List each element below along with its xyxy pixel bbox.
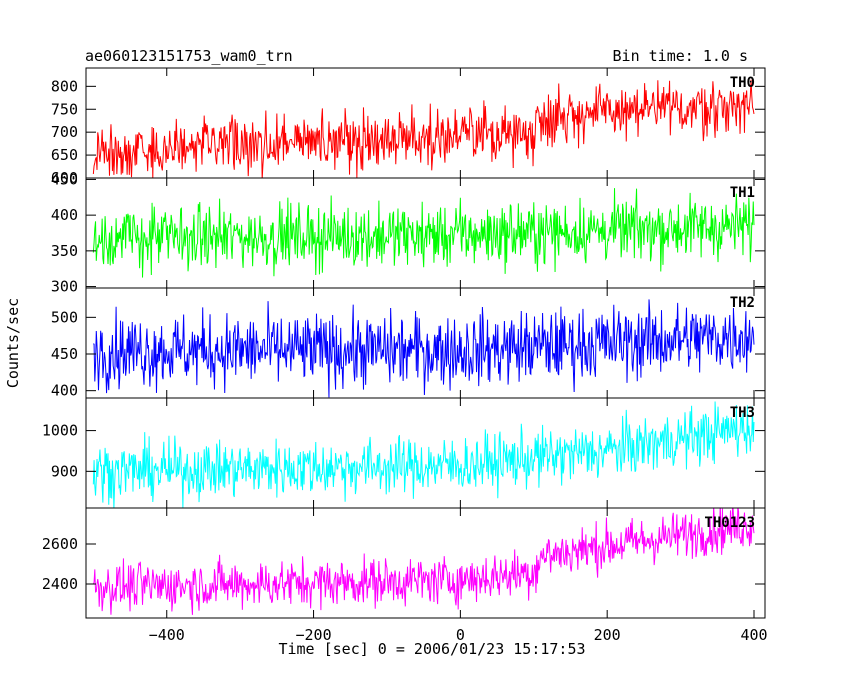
series-line-th0 — [92, 79, 755, 178]
x-tick-label: 0 — [456, 626, 465, 644]
series-line-th1 — [92, 188, 755, 278]
y-tick-label: 400 — [51, 206, 78, 224]
panel-th0: 600 650 700 750 800 TH0 — [51, 67, 766, 187]
x-axis-title: Time [sec] 0 = 2006/01/23 15:17:53 — [278, 640, 585, 658]
x-tick-label: 200 — [594, 626, 621, 644]
y-tick-label: 300 — [51, 278, 78, 296]
y-tick-label: 450 — [51, 170, 78, 188]
series-line-th2 — [93, 299, 755, 398]
y-tick-label: 350 — [51, 242, 78, 260]
panel-stack: 600 650 700 750 800 TH0 300 350 400 450 TH1 400 450 5… — [42, 67, 766, 619]
series-tag-th1: TH1 — [730, 185, 755, 201]
series-tag-th0123: TH0123 — [704, 515, 755, 531]
panel-frame — [85, 67, 766, 179]
series-tag-th3: TH3 — [730, 405, 755, 421]
y-tick-label: 900 — [51, 462, 78, 480]
y-tick-label: 700 — [51, 123, 78, 141]
x-tick-label: 400 — [740, 626, 767, 644]
y-tick-label: 500 — [51, 308, 78, 326]
x-axis: −400 −200 0 200 400 — [149, 626, 768, 644]
y-tick-label: 650 — [51, 146, 78, 164]
panel-th1: 300 350 400 450 TH1 — [51, 170, 766, 296]
y-tick-label: 600 — [51, 169, 78, 187]
bin-time-label: Bin time: 1.0 s — [613, 47, 748, 65]
y-tick-label: 750 — [51, 100, 78, 118]
panel-th3: 900 1000 TH3 — [42, 397, 766, 509]
panel-th2: 400 450 500 TH2 — [51, 287, 766, 400]
y-axis-title: Counts/sec — [4, 298, 22, 388]
y-tick-label: 2400 — [42, 575, 78, 593]
chart-title: ae060123151753_wam0_trn — [85, 47, 293, 65]
panel-frame — [85, 287, 766, 399]
series-line-th0123 — [92, 508, 755, 615]
series-line-th3 — [92, 401, 755, 508]
series-tag-th0: TH0 — [730, 75, 755, 91]
y-tick-label: 450 — [51, 345, 78, 363]
panel-th0123: 2400 2600 TH0123 — [42, 507, 766, 619]
series-tag-th2: TH2 — [730, 295, 755, 311]
panel-frame — [85, 507, 766, 619]
y-tick-label: 400 — [51, 382, 78, 400]
y-tick-label: 800 — [51, 77, 78, 95]
y-tick-label: 2600 — [42, 535, 78, 553]
x-tick-label: −200 — [295, 626, 331, 644]
y-tick-label: 1000 — [42, 422, 78, 440]
x-tick-label: −400 — [149, 626, 185, 644]
